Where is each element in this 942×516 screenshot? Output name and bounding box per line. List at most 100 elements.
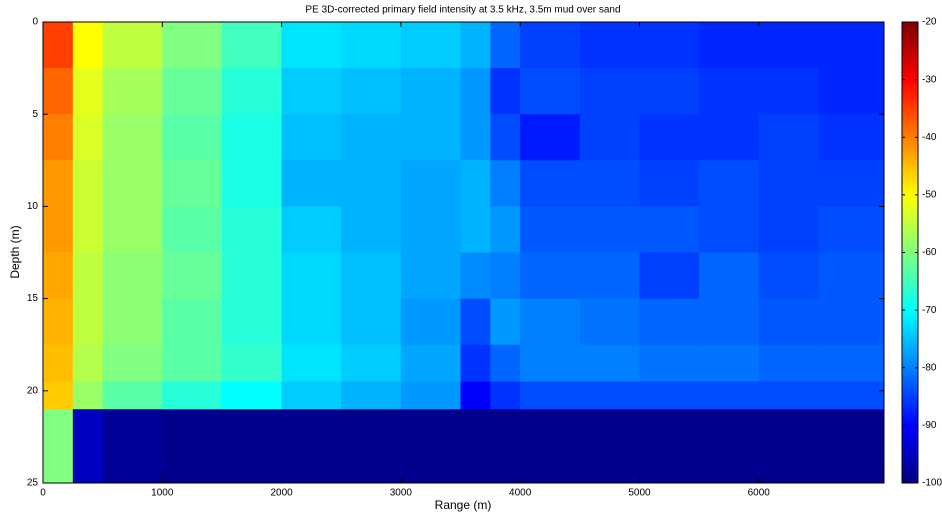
heat-cell bbox=[639, 381, 700, 410]
heat-cell bbox=[460, 206, 491, 253]
colorbar-strip bbox=[902, 252, 918, 257]
heat-cell bbox=[281, 381, 342, 410]
heat-cell bbox=[43, 381, 74, 410]
heat-cell bbox=[72, 22, 104, 69]
heat-cell bbox=[221, 381, 283, 410]
heat-cell bbox=[520, 252, 581, 300]
heat-cell bbox=[400, 206, 462, 253]
colorbar-strip bbox=[902, 198, 918, 203]
colorbar-strip bbox=[902, 396, 918, 401]
colorbar-strip bbox=[902, 263, 918, 268]
heat-cell bbox=[281, 160, 342, 207]
colorbar-strip bbox=[902, 256, 918, 261]
colorbar-strip bbox=[902, 162, 918, 167]
heat-cell bbox=[281, 298, 342, 346]
colorbar-strip bbox=[902, 158, 918, 163]
y-tick-label: 20 bbox=[27, 385, 39, 396]
colorbar-strip bbox=[902, 187, 918, 192]
heat-cell bbox=[579, 68, 640, 115]
heat-cell bbox=[162, 344, 223, 383]
heat-cell bbox=[520, 22, 581, 69]
heat-cell bbox=[221, 409, 283, 484]
heat-cell bbox=[341, 206, 402, 253]
heat-cell bbox=[579, 252, 640, 300]
heat-cell bbox=[520, 114, 581, 161]
colorbar-strip bbox=[902, 148, 918, 153]
heat-cell bbox=[639, 22, 700, 69]
heat-cell bbox=[400, 22, 462, 69]
colorbar-strip bbox=[902, 302, 918, 308]
heat-cell bbox=[579, 160, 640, 207]
heat-cell bbox=[818, 160, 885, 207]
heat-cell bbox=[102, 206, 163, 253]
colorbar-strip bbox=[902, 468, 918, 473]
heat-cell bbox=[818, 344, 885, 383]
heat-cell bbox=[579, 409, 640, 484]
heat-cell bbox=[72, 68, 104, 115]
heat-cell bbox=[639, 409, 700, 484]
heat-cell bbox=[341, 114, 402, 161]
heat-cell bbox=[579, 381, 640, 410]
y-tick-label: 10 bbox=[27, 201, 39, 212]
colorbar-strip bbox=[902, 216, 918, 221]
colorbar-strip bbox=[902, 65, 918, 70]
colorbar-strip bbox=[902, 191, 918, 196]
colorbar-strip bbox=[902, 72, 918, 77]
heat-cell bbox=[699, 206, 760, 253]
heat-cell bbox=[758, 409, 819, 484]
colorbar-strip bbox=[902, 428, 918, 434]
colorbar-strip bbox=[902, 446, 918, 452]
heat-cell bbox=[162, 409, 223, 484]
colorbar-strip bbox=[902, 79, 918, 84]
colorbar-strip bbox=[902, 76, 918, 81]
heat-cell bbox=[818, 114, 885, 161]
colorbar-strip bbox=[902, 371, 918, 376]
colorbar-strip bbox=[902, 115, 918, 120]
heat-cell bbox=[221, 160, 283, 207]
heat-cell bbox=[460, 344, 491, 383]
colorbar-strip bbox=[902, 137, 918, 142]
heat-cell bbox=[699, 344, 760, 383]
colorbar-strip bbox=[902, 227, 918, 232]
colorbar-strip bbox=[902, 68, 918, 73]
heat-cell bbox=[579, 22, 640, 69]
colorbar-strip bbox=[902, 144, 918, 149]
colorbar-strip bbox=[902, 403, 918, 408]
heat-cell bbox=[162, 252, 223, 300]
heat-cell bbox=[341, 252, 402, 300]
heat-cell bbox=[102, 252, 163, 300]
heat-cell bbox=[221, 252, 283, 300]
colorbar-tick-label: -20 bbox=[922, 17, 937, 28]
y-tick-label: 25 bbox=[27, 478, 39, 489]
heat-cell bbox=[341, 344, 402, 383]
heat-cell bbox=[460, 22, 491, 69]
colorbar-strip bbox=[902, 443, 918, 448]
heat-cell bbox=[758, 160, 819, 207]
colorbar-strip bbox=[902, 266, 918, 272]
heat-cell bbox=[818, 206, 885, 253]
colorbar-strip bbox=[902, 83, 918, 88]
heat-cell bbox=[520, 409, 581, 484]
colorbar-strip bbox=[902, 61, 918, 66]
heat-cell bbox=[758, 344, 819, 383]
heat-cell bbox=[520, 206, 581, 253]
colorbar-strip bbox=[902, 450, 918, 455]
heat-cell bbox=[281, 409, 342, 484]
heat-cell bbox=[639, 344, 700, 383]
heat-cell bbox=[490, 160, 521, 207]
colorbar-strip bbox=[902, 349, 918, 354]
heat-cell bbox=[460, 409, 491, 484]
colorbar-strip bbox=[902, 36, 918, 41]
x-tick-label: 2000 bbox=[270, 488, 293, 499]
colorbar-strip bbox=[902, 155, 918, 160]
colorbar-strip bbox=[902, 101, 918, 106]
colorbar-strip bbox=[902, 234, 918, 239]
colorbar-strip bbox=[902, 277, 918, 282]
heat-cell bbox=[699, 298, 760, 346]
heat-cell bbox=[72, 381, 104, 410]
colorbar-strip bbox=[902, 259, 918, 264]
heat-cell bbox=[699, 114, 760, 161]
colorbar-strip bbox=[902, 245, 918, 250]
colorbar-strip bbox=[902, 176, 918, 181]
colorbar-strip bbox=[902, 378, 918, 383]
